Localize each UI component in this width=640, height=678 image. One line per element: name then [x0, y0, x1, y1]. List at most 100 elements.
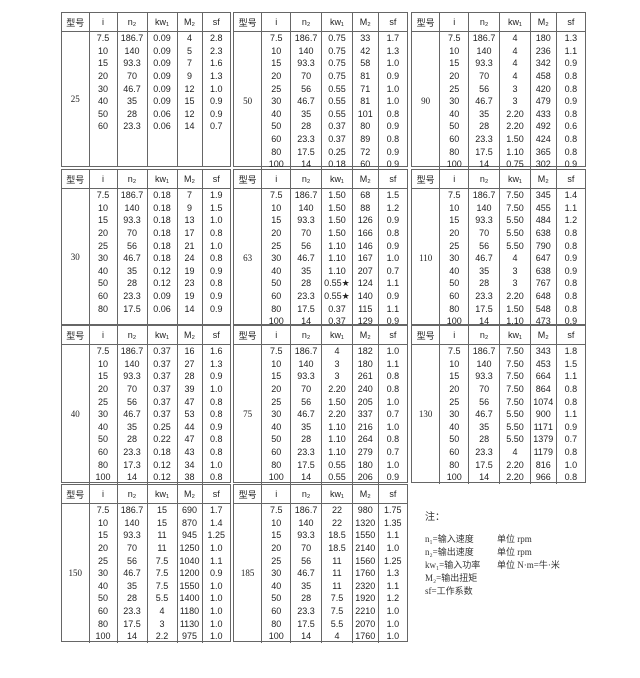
table-cell: 0.9: [386, 146, 400, 157]
table-cell: 1.0: [386, 421, 400, 432]
table-cell: 1.1: [564, 45, 578, 56]
table-cell: 3: [499, 82, 531, 95]
table-row: 90 7.5 186.7 4 180 1.3: [412, 31, 585, 171]
table-row: 30 46.7 5.50 900 1.1: [412, 407, 585, 421]
table-cell: 39: [177, 382, 203, 396]
table-cell: 1.1: [386, 358, 400, 369]
table-cell: 365: [530, 145, 557, 158]
table-cell: 1.1: [386, 303, 400, 314]
table-cell: 0.8: [564, 240, 578, 251]
table-row: 63 7.5 186.7 1.50 68 1.5: [234, 188, 407, 328]
table-cell: 5.5: [147, 592, 178, 605]
table-cell: 10: [439, 201, 470, 215]
table-cell: 80: [439, 458, 470, 471]
table-row: 80 17.5 2.20 816 1.0: [412, 458, 585, 471]
table-cell: 7.5: [89, 344, 118, 358]
table-cell: 140: [290, 201, 323, 215]
empty-cell: [202, 315, 230, 324]
table-cell: 1.0: [209, 580, 223, 591]
table-cell: 2320: [352, 579, 379, 593]
table-cell: 7.50: [499, 370, 531, 383]
table-row: 50 28 0.37 80 0.9: [234, 120, 407, 133]
empty-cell: [117, 314, 148, 324]
table-cell: 166: [352, 226, 379, 240]
table-cell: 1.0: [386, 459, 400, 470]
column-header: kw₁: [321, 170, 353, 189]
table-cell: 56: [117, 554, 148, 567]
table-cell: 16: [177, 344, 203, 358]
table-cell: 28: [290, 592, 323, 605]
table-cell: 0.9: [564, 421, 578, 432]
table-cell: 56: [468, 239, 501, 252]
table-cell: 19: [177, 289, 203, 303]
table-row: 100 14 0.12 38 0.8: [62, 470, 230, 484]
table-cell: 7.5: [321, 604, 353, 618]
model-number: 75: [234, 344, 263, 484]
table-row: 80 17.5 3 1130 1.0: [62, 617, 230, 630]
table-row: 15 93.3 5.50 484 1.2: [412, 214, 585, 227]
table-cell: 4: [177, 31, 203, 45]
table-cell: 35: [117, 264, 148, 278]
table-cell: 0.9: [386, 316, 400, 327]
table-cell: 93.3: [468, 370, 501, 383]
table-cell: 0.8: [564, 447, 578, 458]
empty-cell: [202, 133, 230, 166]
column-header: 型号: [62, 13, 90, 32]
table-cell: 93.3: [117, 370, 148, 383]
table-row: 60 23.3 4 1180 1.0: [62, 604, 230, 618]
column-header: i: [261, 485, 292, 504]
table-cell: 2.20: [321, 382, 353, 396]
note-line: n₁=输入速度 单位 rpm: [425, 532, 560, 545]
table-cell: 15: [261, 529, 292, 542]
table-cell: 53: [177, 407, 203, 421]
notes: 注： n₁=输入速度 单位 rpm n₂=输出速度 单位 rpm kw₁=输入功率单…: [425, 508, 560, 597]
table-cell: 46.7: [290, 407, 323, 421]
table-cell: 0.8: [386, 228, 400, 239]
column-header: n₂: [468, 170, 501, 189]
table-cell: 1.0: [209, 240, 223, 251]
table-cell: 17.5: [290, 145, 323, 158]
table-row: 25 56 0.18 21 1.0: [62, 239, 230, 252]
table-cell: 12: [177, 82, 203, 95]
table-row: 20 70 4 458 0.8: [412, 69, 585, 83]
table-cell: 1.10: [499, 145, 531, 158]
table-cell: 40: [261, 579, 292, 593]
table-row: 60 23.3 0.37 89 0.8: [234, 132, 407, 146]
table-cell: 0.75: [321, 57, 353, 70]
table-cell: 2.20: [499, 120, 531, 133]
table-cell: 80: [89, 458, 118, 471]
column-header: n₂: [117, 170, 148, 189]
table-cell: 28: [290, 120, 323, 133]
table-cell: 7.5: [439, 188, 470, 202]
table-row: 60 23.3 1.10 279 0.7: [234, 445, 407, 459]
table-cell: 71: [352, 82, 379, 95]
table-cell: 0.75: [321, 31, 353, 45]
column-header: n₂: [117, 326, 148, 345]
table-row: 60 23.3 7.5 2210 1.0: [234, 604, 407, 618]
table-cell: 420: [530, 82, 557, 95]
table-cell: 900: [530, 407, 557, 421]
table-cell: 25: [261, 395, 292, 408]
table-cell: 4: [499, 57, 531, 70]
table-row: 10 140 4 236 1.1: [412, 44, 585, 58]
table-cell: 236: [530, 44, 557, 58]
column-header: 型号: [412, 170, 441, 189]
table-cell: 50: [89, 592, 118, 605]
table-cell: 124: [352, 277, 379, 290]
column-header: kw₁: [499, 326, 531, 345]
table-cell: 1040: [177, 554, 203, 567]
table-row: 30 46.7 2.20 337 0.7: [234, 407, 407, 421]
table-cell: 129: [352, 314, 379, 328]
table-cell: 2.2: [147, 629, 178, 643]
column-header: M₂: [352, 13, 379, 32]
table-cell: 60: [261, 445, 292, 459]
table-cell: 23.3: [290, 604, 323, 618]
note-line: M₂=输出扭矩: [425, 571, 560, 584]
table-cell: 1.0: [209, 593, 223, 604]
table-cell: 4: [499, 44, 531, 58]
table-cell: 0.9: [209, 108, 223, 119]
table-cell: 5.50: [499, 239, 531, 252]
table-row: 40 35 0.09 15 0.9: [62, 94, 230, 108]
table-cell: 35: [117, 420, 148, 434]
table-cell: 1.0: [386, 253, 400, 264]
